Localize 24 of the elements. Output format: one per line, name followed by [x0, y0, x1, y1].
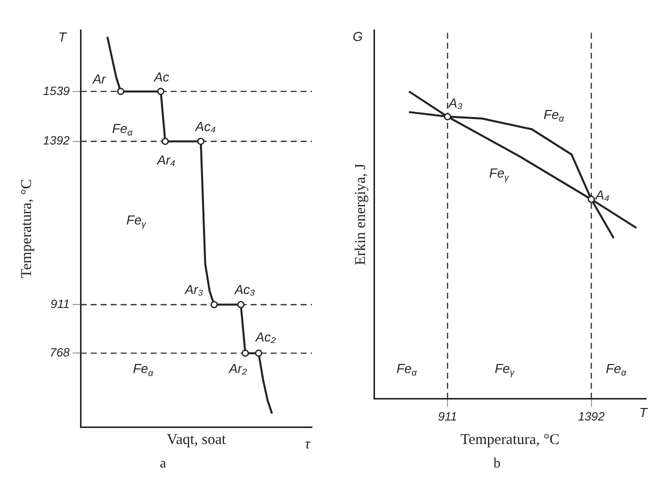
text: T: [58, 30, 68, 45]
annotation: Ar₄: [156, 152, 176, 168]
y-tick-label: 768: [50, 346, 70, 360]
y-axis-title: Temperatura, °C: [18, 179, 35, 278]
annotation: Ac₄: [194, 118, 216, 134]
annotation: Ac₂: [254, 329, 276, 344]
text: T: [639, 405, 648, 420]
annotation: Ac: [153, 69, 170, 84]
annotation: Ar: [92, 71, 106, 86]
text: τ: [304, 436, 311, 452]
annotation: Ar₃: [184, 282, 204, 297]
text: G: [352, 28, 363, 44]
text: a: [160, 456, 167, 472]
annotation: Ac₃: [234, 282, 256, 297]
annotation: A₃: [448, 95, 463, 110]
y-tick-label: 911: [50, 296, 70, 311]
annotation: Ar₂: [228, 361, 248, 376]
y-axis-title: Erkin energiya, J: [352, 163, 369, 266]
annotation: A₄: [594, 188, 610, 203]
y-tick-label: 1392: [42, 134, 70, 148]
x-axis-title: Temperatura, °C: [460, 432, 560, 448]
text: b: [494, 456, 500, 472]
y-tick-label: 1539: [42, 84, 70, 98]
x-axis-title: Vaqt, soat: [166, 432, 227, 448]
